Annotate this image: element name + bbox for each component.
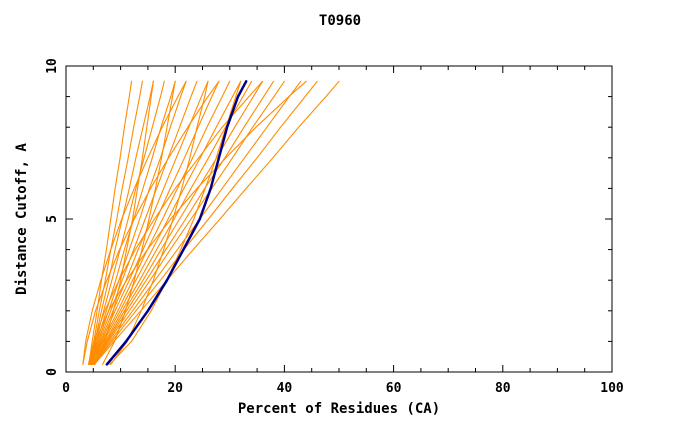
- model-curve: [82, 80, 220, 365]
- model-curve: [92, 80, 275, 365]
- model-curve: [88, 80, 307, 365]
- model-curve: [93, 80, 318, 365]
- x-axis-label: Percent of Residues (CA): [237, 401, 441, 417]
- model-curve: [88, 80, 133, 365]
- y-tick-label: 0: [45, 368, 60, 376]
- chart-title: T0960: [318, 13, 362, 29]
- model-curve: [91, 80, 264, 365]
- x-tick-label: 100: [600, 381, 624, 396]
- model-curve: [91, 80, 242, 365]
- y-axis-label: Distance Cutoff, A: [14, 143, 30, 295]
- model-curve: [90, 80, 187, 365]
- highlight-curve: [105, 80, 248, 366]
- model-curve: [91, 80, 231, 365]
- x-tick-label: 80: [495, 381, 511, 396]
- model-curve: [82, 80, 187, 365]
- x-tick-label: 40: [277, 381, 293, 396]
- model-curve: [94, 80, 154, 365]
- model-curve: [109, 80, 242, 365]
- y-tick-label: 5: [45, 215, 60, 223]
- y-tick-label: 10: [45, 58, 60, 74]
- model-curve: [90, 80, 209, 365]
- x-tick-label: 0: [62, 381, 70, 396]
- model-curve: [110, 80, 209, 365]
- plot-frame: [65, 65, 613, 373]
- model-curve: [90, 80, 198, 365]
- model-curve: [93, 80, 340, 365]
- model-curve: [88, 80, 143, 365]
- x-tick-label: 60: [386, 381, 402, 396]
- x-tick-label: 20: [167, 381, 183, 396]
- model-curve: [102, 80, 176, 365]
